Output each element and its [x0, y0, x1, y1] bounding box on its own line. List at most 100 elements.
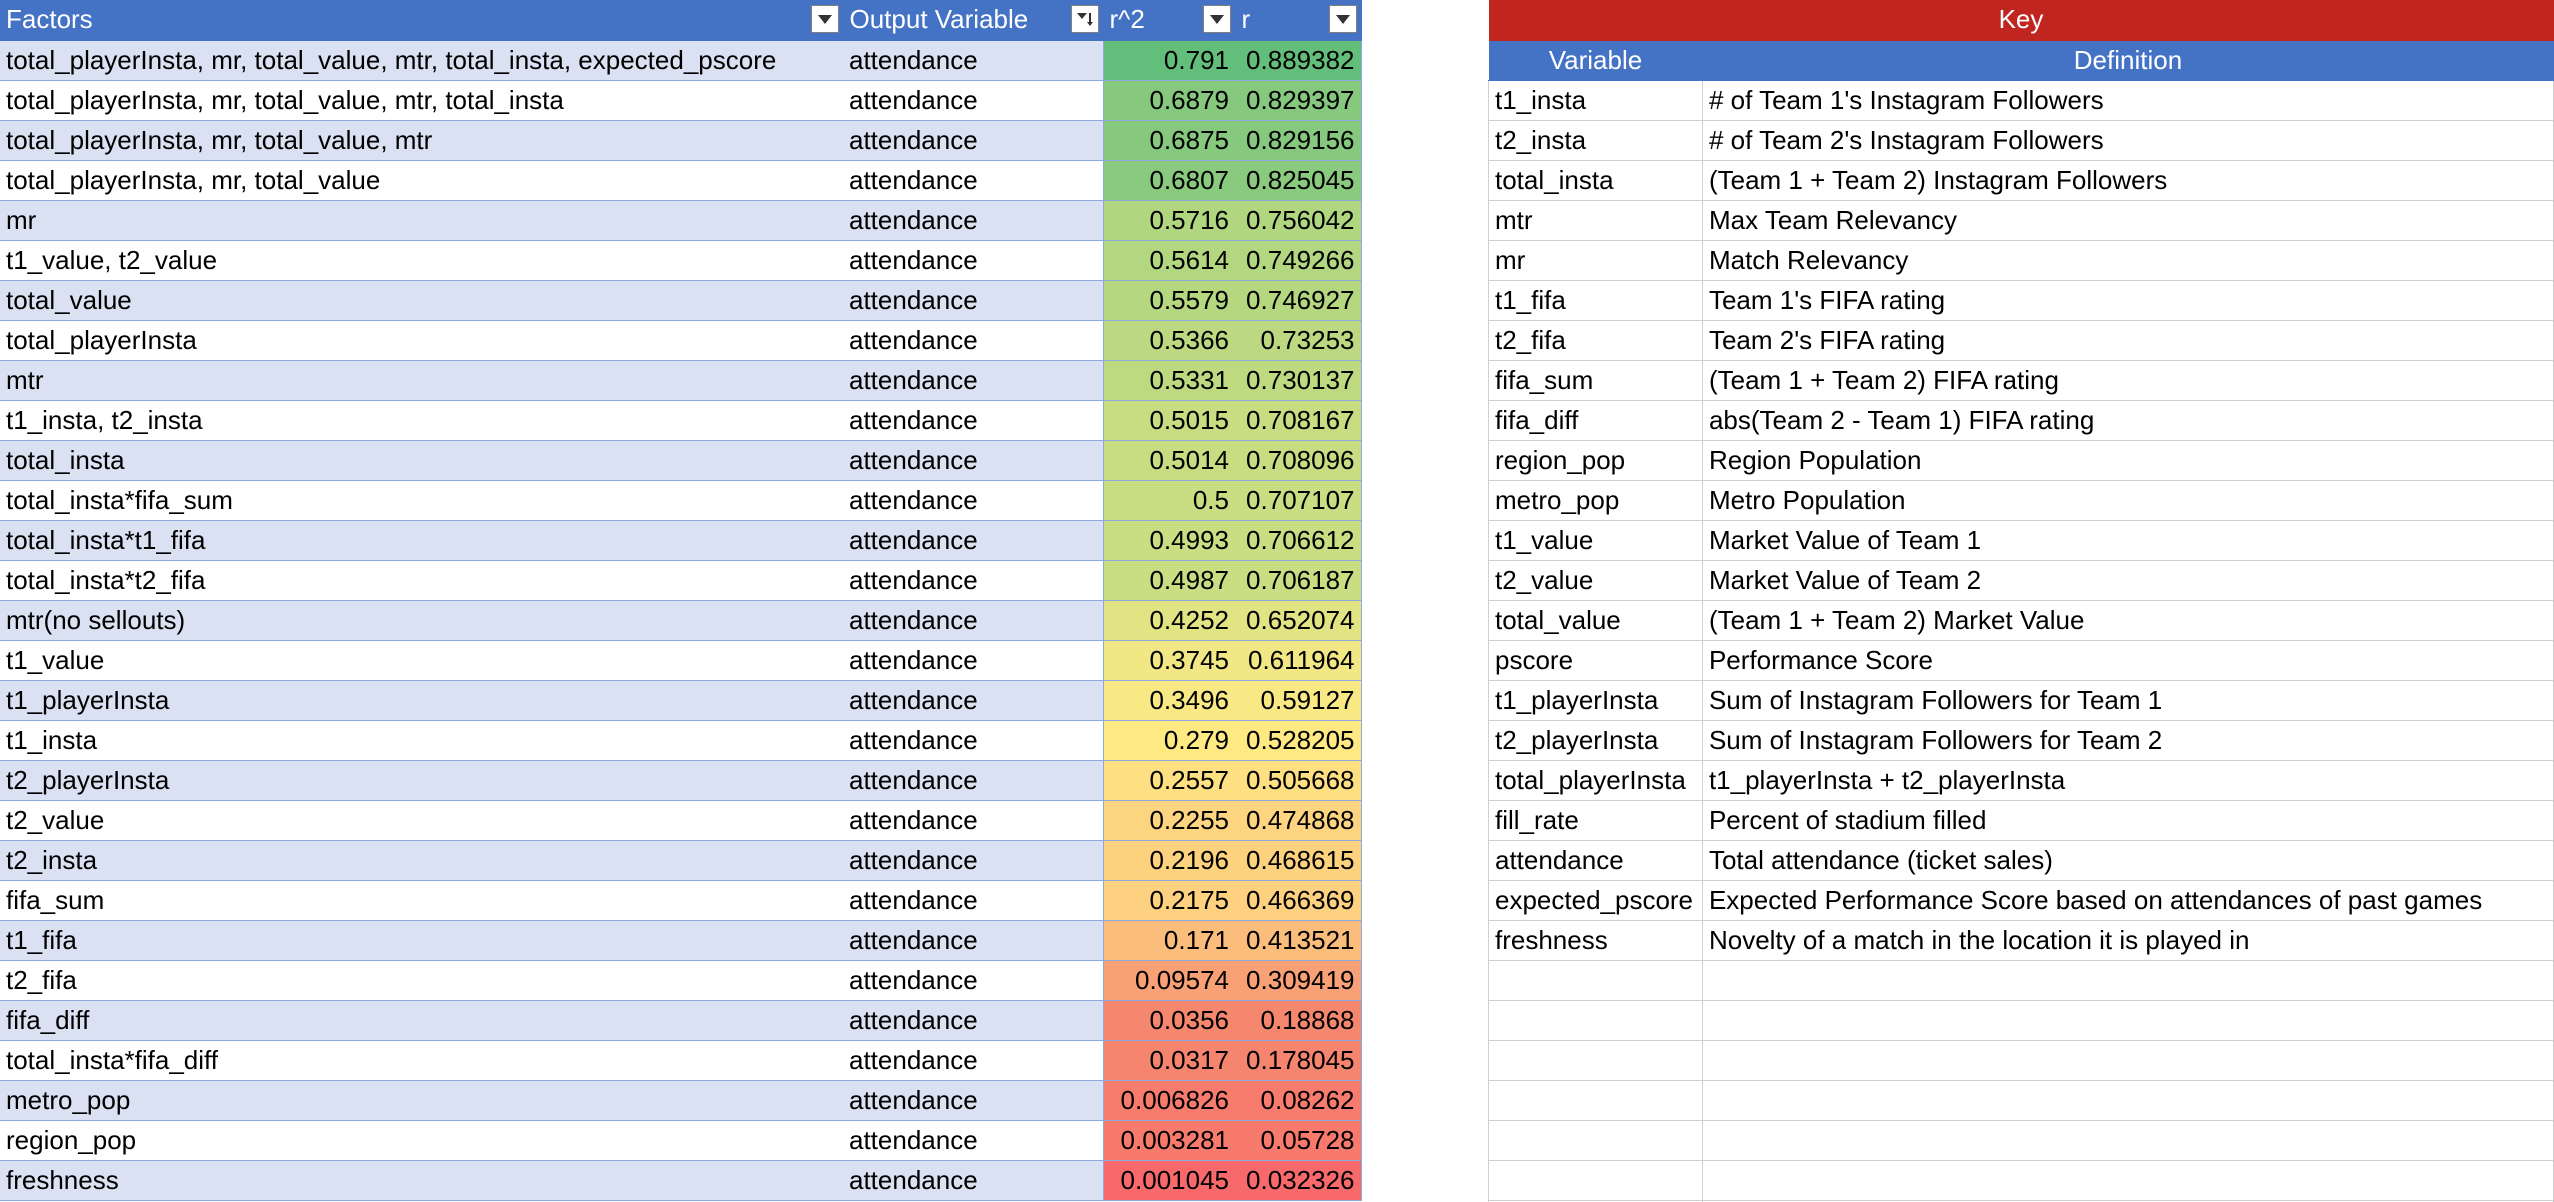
key-variable-cell[interactable]: metro_pop	[1488, 480, 1703, 521]
table-row[interactable]: t2_fifa attendance 0.09574 0.309419	[0, 960, 1362, 1001]
key-row[interactable]: pscore Performance Score	[1488, 640, 2554, 681]
r-cell[interactable]: 0.468615	[1235, 840, 1362, 881]
r-cell[interactable]: 0.611964	[1235, 640, 1362, 681]
r-squared-cell[interactable]: 0.279	[1103, 720, 1235, 761]
r-cell[interactable]: 0.829156	[1235, 120, 1362, 161]
r-squared-cell[interactable]: 0.09574	[1103, 960, 1235, 1001]
key-row[interactable]: expected_pscore Expected Performance Scor…	[1488, 880, 2554, 921]
key-definition-cell[interactable]	[1701, 1160, 2554, 1201]
key-definition-cell[interactable]: Metro Population	[1701, 480, 2554, 521]
key-definition-cell[interactable]	[1701, 1200, 2554, 1202]
key-row[interactable]: t2_fifa Team 2's FIFA rating	[1488, 320, 2554, 361]
r-squared-cell[interactable]: 0.5716	[1103, 200, 1235, 241]
output-variable-cell[interactable]: attendance	[843, 1120, 1104, 1161]
output-variable-cell[interactable]: attendance	[843, 880, 1104, 921]
factors-cell[interactable]: t1_value	[0, 640, 843, 681]
table-row[interactable]: total_playerInsta, mr, total_value, mtr a…	[0, 120, 1362, 161]
key-row[interactable]: t2_playerInsta Sum of Instagram Followers…	[1488, 720, 2554, 761]
key-definition-cell[interactable]: Market Value of Team 1	[1701, 520, 2554, 561]
key-row[interactable]: mtr Max Team Relevancy	[1488, 200, 2554, 241]
factors-cell[interactable]: total_playerInsta, mr, total_value, mtr	[0, 120, 843, 161]
factors-cell[interactable]: total_insta	[0, 440, 843, 481]
key-variable-cell[interactable]: t2_insta	[1488, 120, 1703, 161]
output-variable-cell[interactable]: attendance	[843, 720, 1104, 761]
output-variable-cell[interactable]: attendance	[843, 1000, 1104, 1041]
key-variable-cell[interactable]: t1_fifa	[1488, 280, 1703, 321]
r-squared-cell[interactable]: 0.2196	[1103, 840, 1235, 881]
key-definition-cell[interactable]	[1701, 1120, 2554, 1161]
key-definition-cell[interactable]	[1701, 1000, 2554, 1041]
r-cell[interactable]: 0.413521	[1235, 920, 1362, 961]
key-definition-cell[interactable]: Performance Score	[1701, 640, 2554, 681]
key-row[interactable]	[1488, 1160, 2554, 1201]
key-variable-cell[interactable]: region_pop	[1488, 440, 1703, 481]
key-definition-cell[interactable]: t1_playerInsta + t2_playerInsta	[1701, 760, 2554, 801]
key-variable-cell[interactable]	[1488, 1080, 1703, 1121]
r-squared-cell[interactable]: 0.5015	[1103, 400, 1235, 441]
table-row[interactable]: fifa_sum attendance 0.2175 0.466369	[0, 880, 1362, 921]
table-row[interactable]: t2_insta attendance 0.2196 0.468615	[0, 840, 1362, 881]
factors-cell[interactable]: t1_value, t2_value	[0, 240, 843, 281]
table-row[interactable]: t1_fifa attendance 0.171 0.413521	[0, 920, 1362, 961]
table-row[interactable]: total_insta*t2_fifa attendance 0.4987 0.706…	[0, 560, 1362, 601]
r-cell[interactable]: 0.825045	[1235, 160, 1362, 201]
r-cell[interactable]: 0.706612	[1235, 520, 1362, 561]
table-row[interactable]: mr attendance 0.5716 0.756042	[0, 200, 1362, 241]
key-definition-cell[interactable]: Total attendance (ticket sales)	[1701, 840, 2554, 881]
key-row[interactable]: attendance Total attendance (ticket sales…	[1488, 840, 2554, 881]
key-row[interactable]: t2_insta # of Team 2's Instagram Follower…	[1488, 120, 2554, 161]
r-cell[interactable]: 0.706187	[1235, 560, 1362, 601]
r-cell[interactable]: 0.749266	[1235, 240, 1362, 281]
key-definition-cell[interactable]: Max Team Relevancy	[1701, 200, 2554, 241]
output-variable-cell[interactable]: attendance	[843, 440, 1104, 481]
r-squared-cell[interactable]: 0.6875	[1103, 120, 1235, 161]
output-variable-cell[interactable]: attendance	[843, 600, 1104, 641]
output-variable-cell[interactable]: attendance	[843, 840, 1104, 881]
output-variable-cell[interactable]: attendance	[843, 240, 1104, 281]
key-variable-cell[interactable]: mtr	[1488, 200, 1703, 241]
key-definition-cell[interactable]: Match Relevancy	[1701, 240, 2554, 281]
r-squared-cell[interactable]: 0.5366	[1103, 320, 1235, 361]
key-row[interactable]	[1488, 1080, 2554, 1121]
factors-cell[interactable]: freshness	[0, 1160, 843, 1201]
r-squared-cell[interactable]: 0.5014	[1103, 440, 1235, 481]
r-cell[interactable]: 0.505668	[1235, 760, 1362, 801]
filter-dropdown-button[interactable]	[1328, 5, 1357, 33]
table-row[interactable]: t1_value attendance 0.3745 0.611964	[0, 640, 1362, 681]
key-definition-cell[interactable]	[1701, 1080, 2554, 1121]
table-row[interactable]: t1_playerInsta attendance 0.3496 0.59127	[0, 680, 1362, 721]
r-squared-cell[interactable]: 0.001045	[1103, 1160, 1235, 1201]
key-definition-cell[interactable]	[1701, 960, 2554, 1001]
key-row[interactable]: t2_value Market Value of Team 2	[1488, 560, 2554, 601]
table-row[interactable]: total_insta attendance 0.5014 0.708096	[0, 440, 1362, 481]
r-squared-cell[interactable]: 0.5	[1103, 480, 1235, 521]
r-squared-cell[interactable]: 0.2255	[1103, 800, 1235, 841]
factors-cell[interactable]: fifa_diff	[0, 1000, 843, 1041]
key-variable-cell[interactable]	[1488, 1120, 1703, 1161]
factors-cell[interactable]: total_insta*t1_fifa	[0, 520, 843, 561]
key-row[interactable]	[1488, 1040, 2554, 1081]
r-squared-cell[interactable]: 0.0317	[1103, 1040, 1235, 1081]
r-cell[interactable]: 0.528205	[1235, 720, 1362, 761]
factors-cell[interactable]: mr	[0, 200, 843, 241]
key-row[interactable]: fill_rate Percent of stadium filled	[1488, 800, 2554, 841]
table-row[interactable]: region_pop attendance 0.003281 0.05728	[0, 1120, 1362, 1161]
output-variable-cell[interactable]: attendance	[843, 320, 1104, 361]
key-variable-cell[interactable]: t2_value	[1488, 560, 1703, 601]
key-variable-cell[interactable]: attendance	[1488, 840, 1703, 881]
output-variable-cell[interactable]: attendance	[843, 680, 1104, 721]
factors-cell[interactable]: total_insta*t2_fifa	[0, 560, 843, 601]
r-squared-cell[interactable]: 0.3496	[1103, 680, 1235, 721]
factors-cell[interactable]: t1_insta	[0, 720, 843, 761]
factors-cell[interactable]: total_insta*fifa_sum	[0, 480, 843, 521]
factors-cell[interactable]: t2_playerInsta	[0, 760, 843, 801]
r-squared-cell[interactable]: 0.5614	[1103, 240, 1235, 281]
table-row[interactable]: total_insta*fifa_diff attendance 0.0317 0.1…	[0, 1040, 1362, 1081]
table-row[interactable]: t2_playerInsta attendance 0.2557 0.505668	[0, 760, 1362, 801]
key-definition-cell[interactable]: # of Team 2's Instagram Followers	[1701, 120, 2554, 161]
table-row[interactable]: total_playerInsta, mr, total_value, mtr,…	[0, 80, 1362, 121]
key-variable-cell[interactable]	[1488, 1000, 1703, 1041]
key-variable-cell[interactable]: total_value	[1488, 600, 1703, 641]
output-variable-cell[interactable]: attendance	[843, 40, 1104, 81]
key-row[interactable]: region_pop Region Population	[1488, 440, 2554, 481]
